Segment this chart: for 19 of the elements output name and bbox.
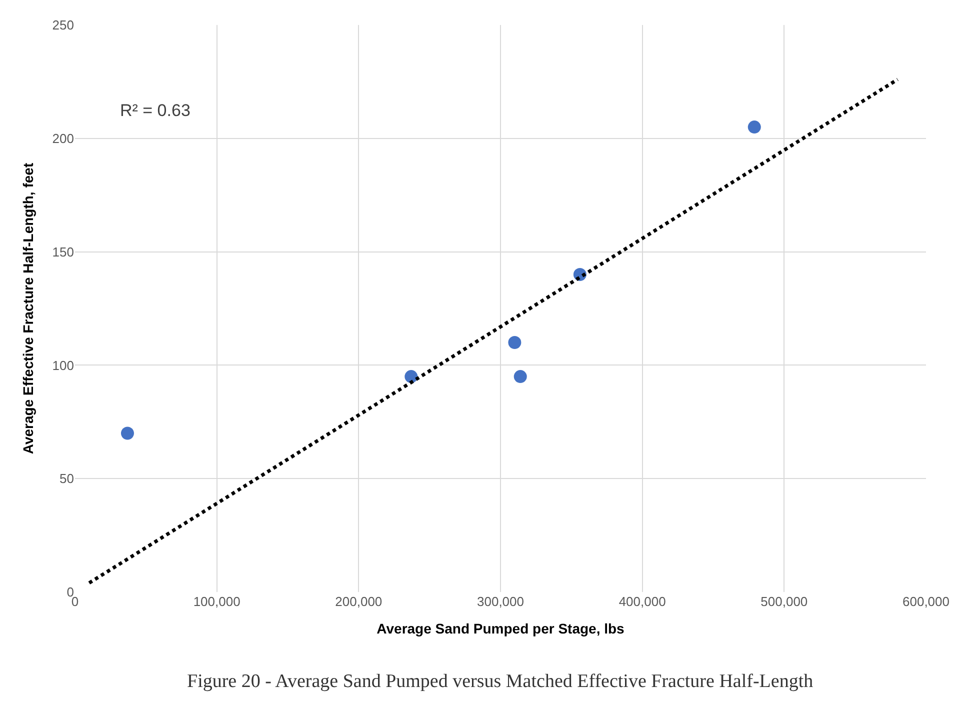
point [748,120,761,134]
x-tick-label: 500,000 [760,594,808,609]
y-axis-title: Average Effective Fracture Half-Length, feet [20,162,36,454]
x-tick-label: 100,000 [193,594,240,609]
point [120,426,134,440]
point [514,370,527,384]
x-tick-label: 300,000 [477,594,524,609]
x-tick-label: 400,000 [618,594,666,609]
x-axis-title: Average Sand Pumped per Stage, lbs [376,620,625,636]
annotation: R² = 0.63 [120,101,190,120]
x-tick-label: 200,000 [335,594,382,609]
y-tick-label: 100 [52,358,74,373]
x-tick-label: 600,000 [902,594,950,609]
y-tick-label: 250 [52,18,74,33]
y-tick-label: 200 [52,130,74,146]
caption: Figure 20 - Average Sand Pumped versus Matched Effective Fracture Half-Length [187,671,814,692]
point [508,336,522,350]
y-tick-label: 50 [60,471,74,486]
y-tick-label: 150 [52,244,74,260]
